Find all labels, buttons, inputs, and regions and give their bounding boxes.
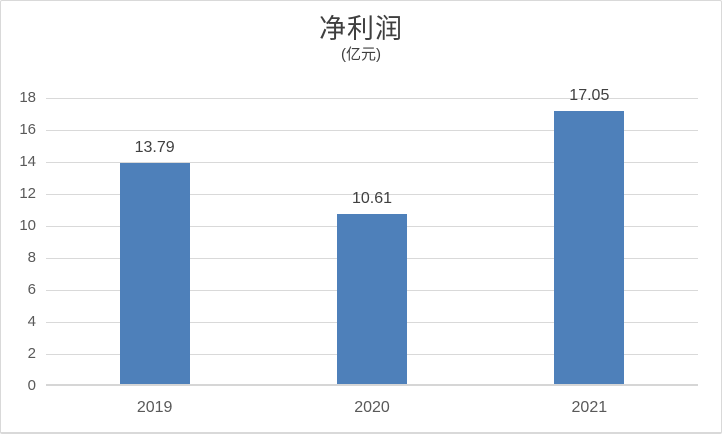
y-axis-tick-label: 18 [19,89,36,106]
bar-value-label: 13.79 [134,139,175,157]
chart-subtitle: (亿元) [341,46,381,63]
bar-value-label: 10.61 [351,190,393,208]
bar-value-label: 17.05 [569,87,610,105]
bar-2019 [119,163,190,384]
gridline [46,161,698,163]
x-axis-tick-label: 2021 [571,399,608,416]
chart-title: 净利润 [319,14,403,44]
y-axis-tick-label: 16 [19,121,36,138]
plot-area: 13.79 10.61 17.05 [46,87,698,386]
x-axis-tick-label: 2020 [354,399,390,416]
y-axis-tick-label: 0 [27,377,36,394]
bar-2020 [337,214,407,384]
gridline [46,129,698,131]
y-axis-tick-label: 14 [19,153,36,170]
y-axis-tick-label: 10 [19,217,36,234]
gridline [46,193,698,195]
bar-2021 [554,111,625,384]
y-axis-tick-label: 12 [19,185,36,202]
y-axis-tick-label: 8 [27,249,36,266]
y-axis-tick-label: 2 [27,345,36,362]
x-axis-tick-label: 2019 [136,399,173,416]
y-axis-tick-label: 6 [27,281,36,298]
gridline [46,97,698,99]
y-axis-tick-label: 4 [27,313,36,330]
